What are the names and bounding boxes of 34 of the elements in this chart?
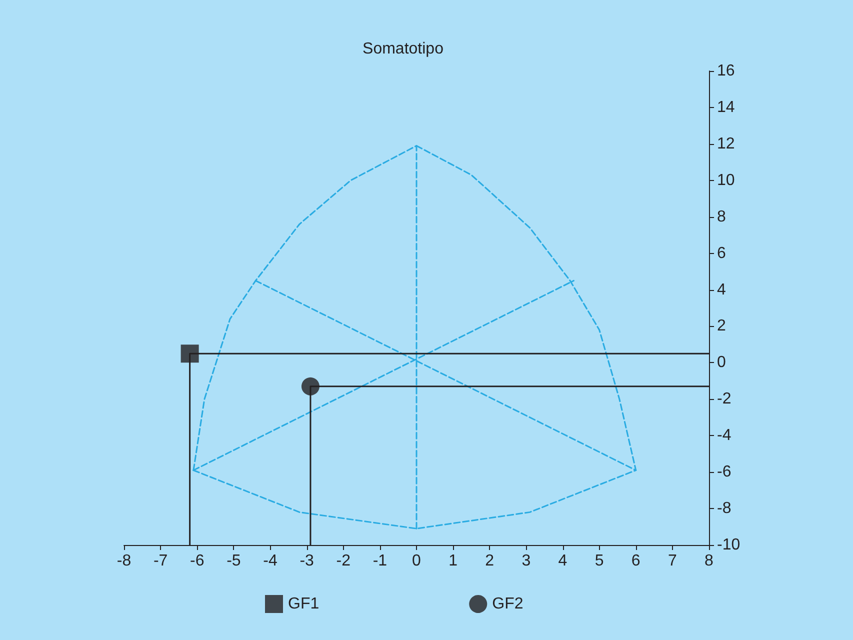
x-tick-label: -4 bbox=[263, 552, 278, 570]
y-tick-label: 14 bbox=[717, 98, 735, 116]
legend-label: GF2 bbox=[492, 596, 524, 612]
y-tick-label: 8 bbox=[717, 208, 726, 226]
y-tick-label: 0 bbox=[717, 354, 726, 372]
chart-title: Somatotipo bbox=[362, 40, 444, 58]
y-tick-label: 12 bbox=[717, 135, 735, 152]
x-tick-label: -2 bbox=[336, 552, 351, 570]
x-tick-label: 4 bbox=[558, 552, 568, 570]
x-tick-label: -3 bbox=[300, 552, 314, 570]
y-tick-label: 4 bbox=[717, 281, 726, 298]
y-tick-label: -2 bbox=[717, 390, 732, 408]
y-tick-label: -8 bbox=[717, 500, 732, 518]
x-tick-label: 1 bbox=[448, 552, 458, 570]
x-tick-label: -8 bbox=[116, 552, 132, 570]
x-tick-label: 2 bbox=[485, 552, 494, 570]
x-tick-label: 6 bbox=[631, 552, 640, 570]
x-tick-label: -1 bbox=[372, 552, 388, 570]
y-tick-label: 6 bbox=[717, 244, 726, 262]
y-tick-label: 10 bbox=[717, 172, 735, 189]
x-tick-label: 8 bbox=[704, 552, 714, 570]
legend-label: GF1 bbox=[288, 596, 320, 612]
x-tick-label: -6 bbox=[190, 552, 204, 570]
x-tick-label: 7 bbox=[668, 552, 677, 570]
y-tick-label: -4 bbox=[717, 427, 732, 444]
x-tick-label: -5 bbox=[226, 552, 241, 570]
x-tick-label: 5 bbox=[594, 552, 604, 570]
y-tick-label: 2 bbox=[717, 318, 726, 335]
x-tick-label: -7 bbox=[153, 552, 168, 570]
x-tick-label: 3 bbox=[522, 552, 531, 570]
y-tick-label: -6 bbox=[717, 464, 732, 481]
x-tick-label: 0 bbox=[412, 552, 422, 570]
y-tick-label: -10 bbox=[717, 536, 740, 554]
y-tick-label: 16 bbox=[717, 62, 735, 80]
